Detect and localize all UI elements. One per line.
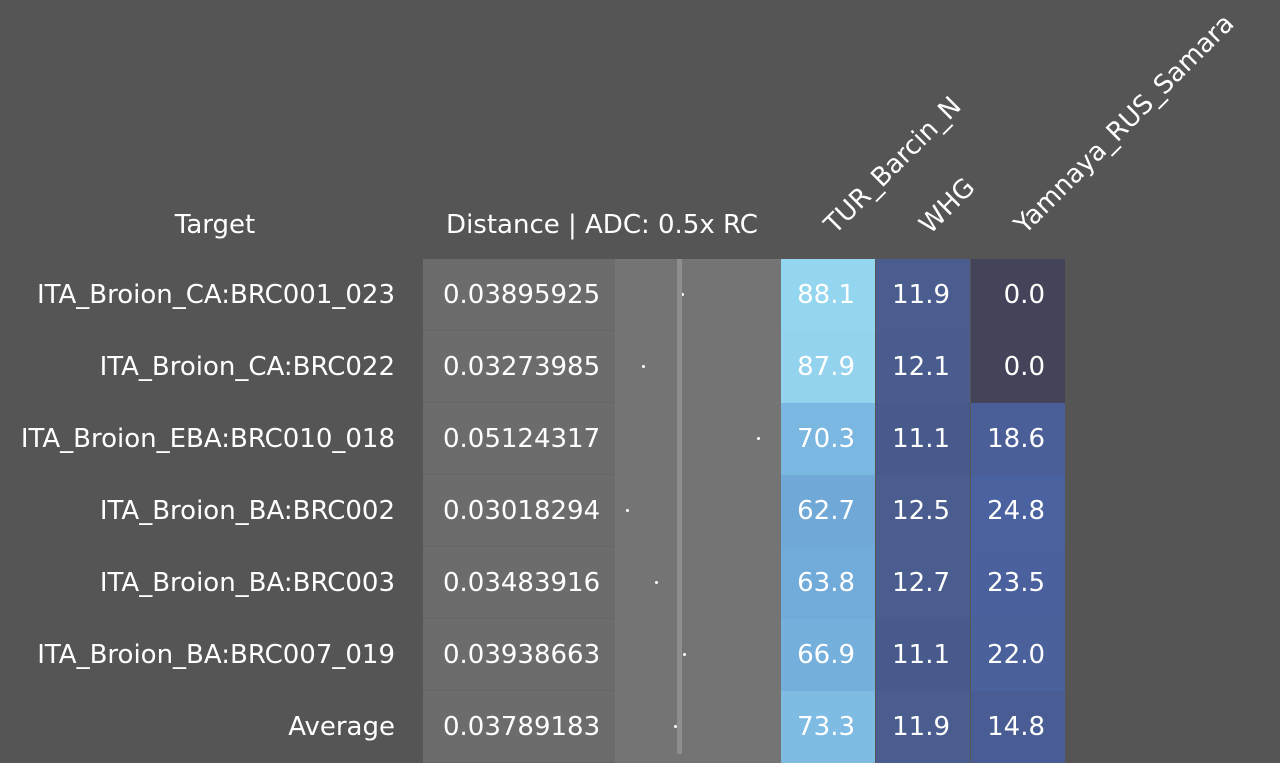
table-row: ITA_Broion_CA:BRC022 0.03273985 87.9 12.1 0.… [0,331,1280,403]
table-row: ITA_Broion_BA:BRC007_019 0.03938663 66.9 11… [0,619,1280,691]
component-value: 24.8 [971,475,1065,547]
distance-value: 0.03938663 [423,619,615,691]
component-value: 11.1 [876,619,970,691]
distance-bar-cell [615,547,781,619]
component-value: 12.7 [876,547,970,619]
component-value: 73.3 [781,691,875,763]
target-label: ITA_Broion_BA:BRC007_019 [37,640,395,670]
distance-dot [683,653,686,656]
target-label: ITA_Broion_CA:BRC022 [99,352,395,382]
target-label: ITA_Broion_EBA:BRC010_018 [20,424,395,454]
component-value: 63.8 [781,547,875,619]
table-row: ITA_Broion_BA:BRC003 0.03483916 63.8 12.7 23… [0,547,1280,619]
distance-value: 0.03789183 [423,691,615,763]
distance-bar-cell [615,691,781,763]
component-value: 11.1 [876,403,970,475]
distance-reference-line [677,259,682,754]
table-row: ITA_Broion_EBA:BRC010_018 0.05124317 70.3 1… [0,403,1280,475]
component-value: 18.6 [971,403,1065,475]
distance-value: 0.03018294 [423,475,615,547]
table-row: ITA_Broion_CA:BRC001_023 0.03895925 88.1 11… [0,259,1280,331]
table-row: Average 0.03789183 73.3 11.9 14.8 [0,691,1280,763]
column-header-distance: Distance | ADC: 0.5x RC [446,210,758,240]
results-table: ITA_Broion_CA:BRC001_023 0.03895925 88.1 11… [0,259,1280,763]
component-value: 66.9 [781,619,875,691]
target-label: ITA_Broion_CA:BRC001_023 [36,280,395,310]
distance-value: 0.03273985 [423,331,615,403]
distance-bar-cell [615,475,781,547]
column-header-target: Target [174,210,256,240]
target-label: ITA_Broion_BA:BRC002 [99,496,395,526]
distance-bar-cell [615,403,781,475]
distance-value: 0.05124317 [423,403,615,475]
distance-bar-cell [615,259,781,331]
target-label: Average [288,712,395,742]
distance-dot [674,725,677,728]
target-label: ITA_Broion_BA:BRC003 [99,568,395,598]
distance-value: 0.03483916 [423,547,615,619]
component-value: 87.9 [781,331,875,403]
component-value: 0.0 [971,331,1065,403]
distance-dot [757,437,760,440]
component-value: 12.5 [876,475,970,547]
table-row: ITA_Broion_BA:BRC002 0.03018294 62.7 12.5 24… [0,475,1280,547]
component-value: 23.5 [971,547,1065,619]
distance-bar-cell [615,331,781,403]
component-value: 14.8 [971,691,1065,763]
distance-dot [655,581,658,584]
distance-value: 0.03895925 [423,259,615,331]
component-value: 70.3 [781,403,875,475]
distance-dot [681,293,684,296]
component-value: 22.0 [971,619,1065,691]
component-value: 88.1 [781,259,875,331]
distance-bar-cell [615,619,781,691]
distance-dot [642,365,645,368]
component-value: 11.9 [876,691,970,763]
column-header-component: Yamnaya_RUS_Samara [1008,8,1241,241]
distance-dot [626,509,629,512]
component-value: 12.1 [876,331,970,403]
column-header-component: WHG [913,172,982,240]
component-value: 11.9 [876,259,970,331]
component-value: 0.0 [971,259,1065,331]
component-value: 62.7 [781,475,875,547]
